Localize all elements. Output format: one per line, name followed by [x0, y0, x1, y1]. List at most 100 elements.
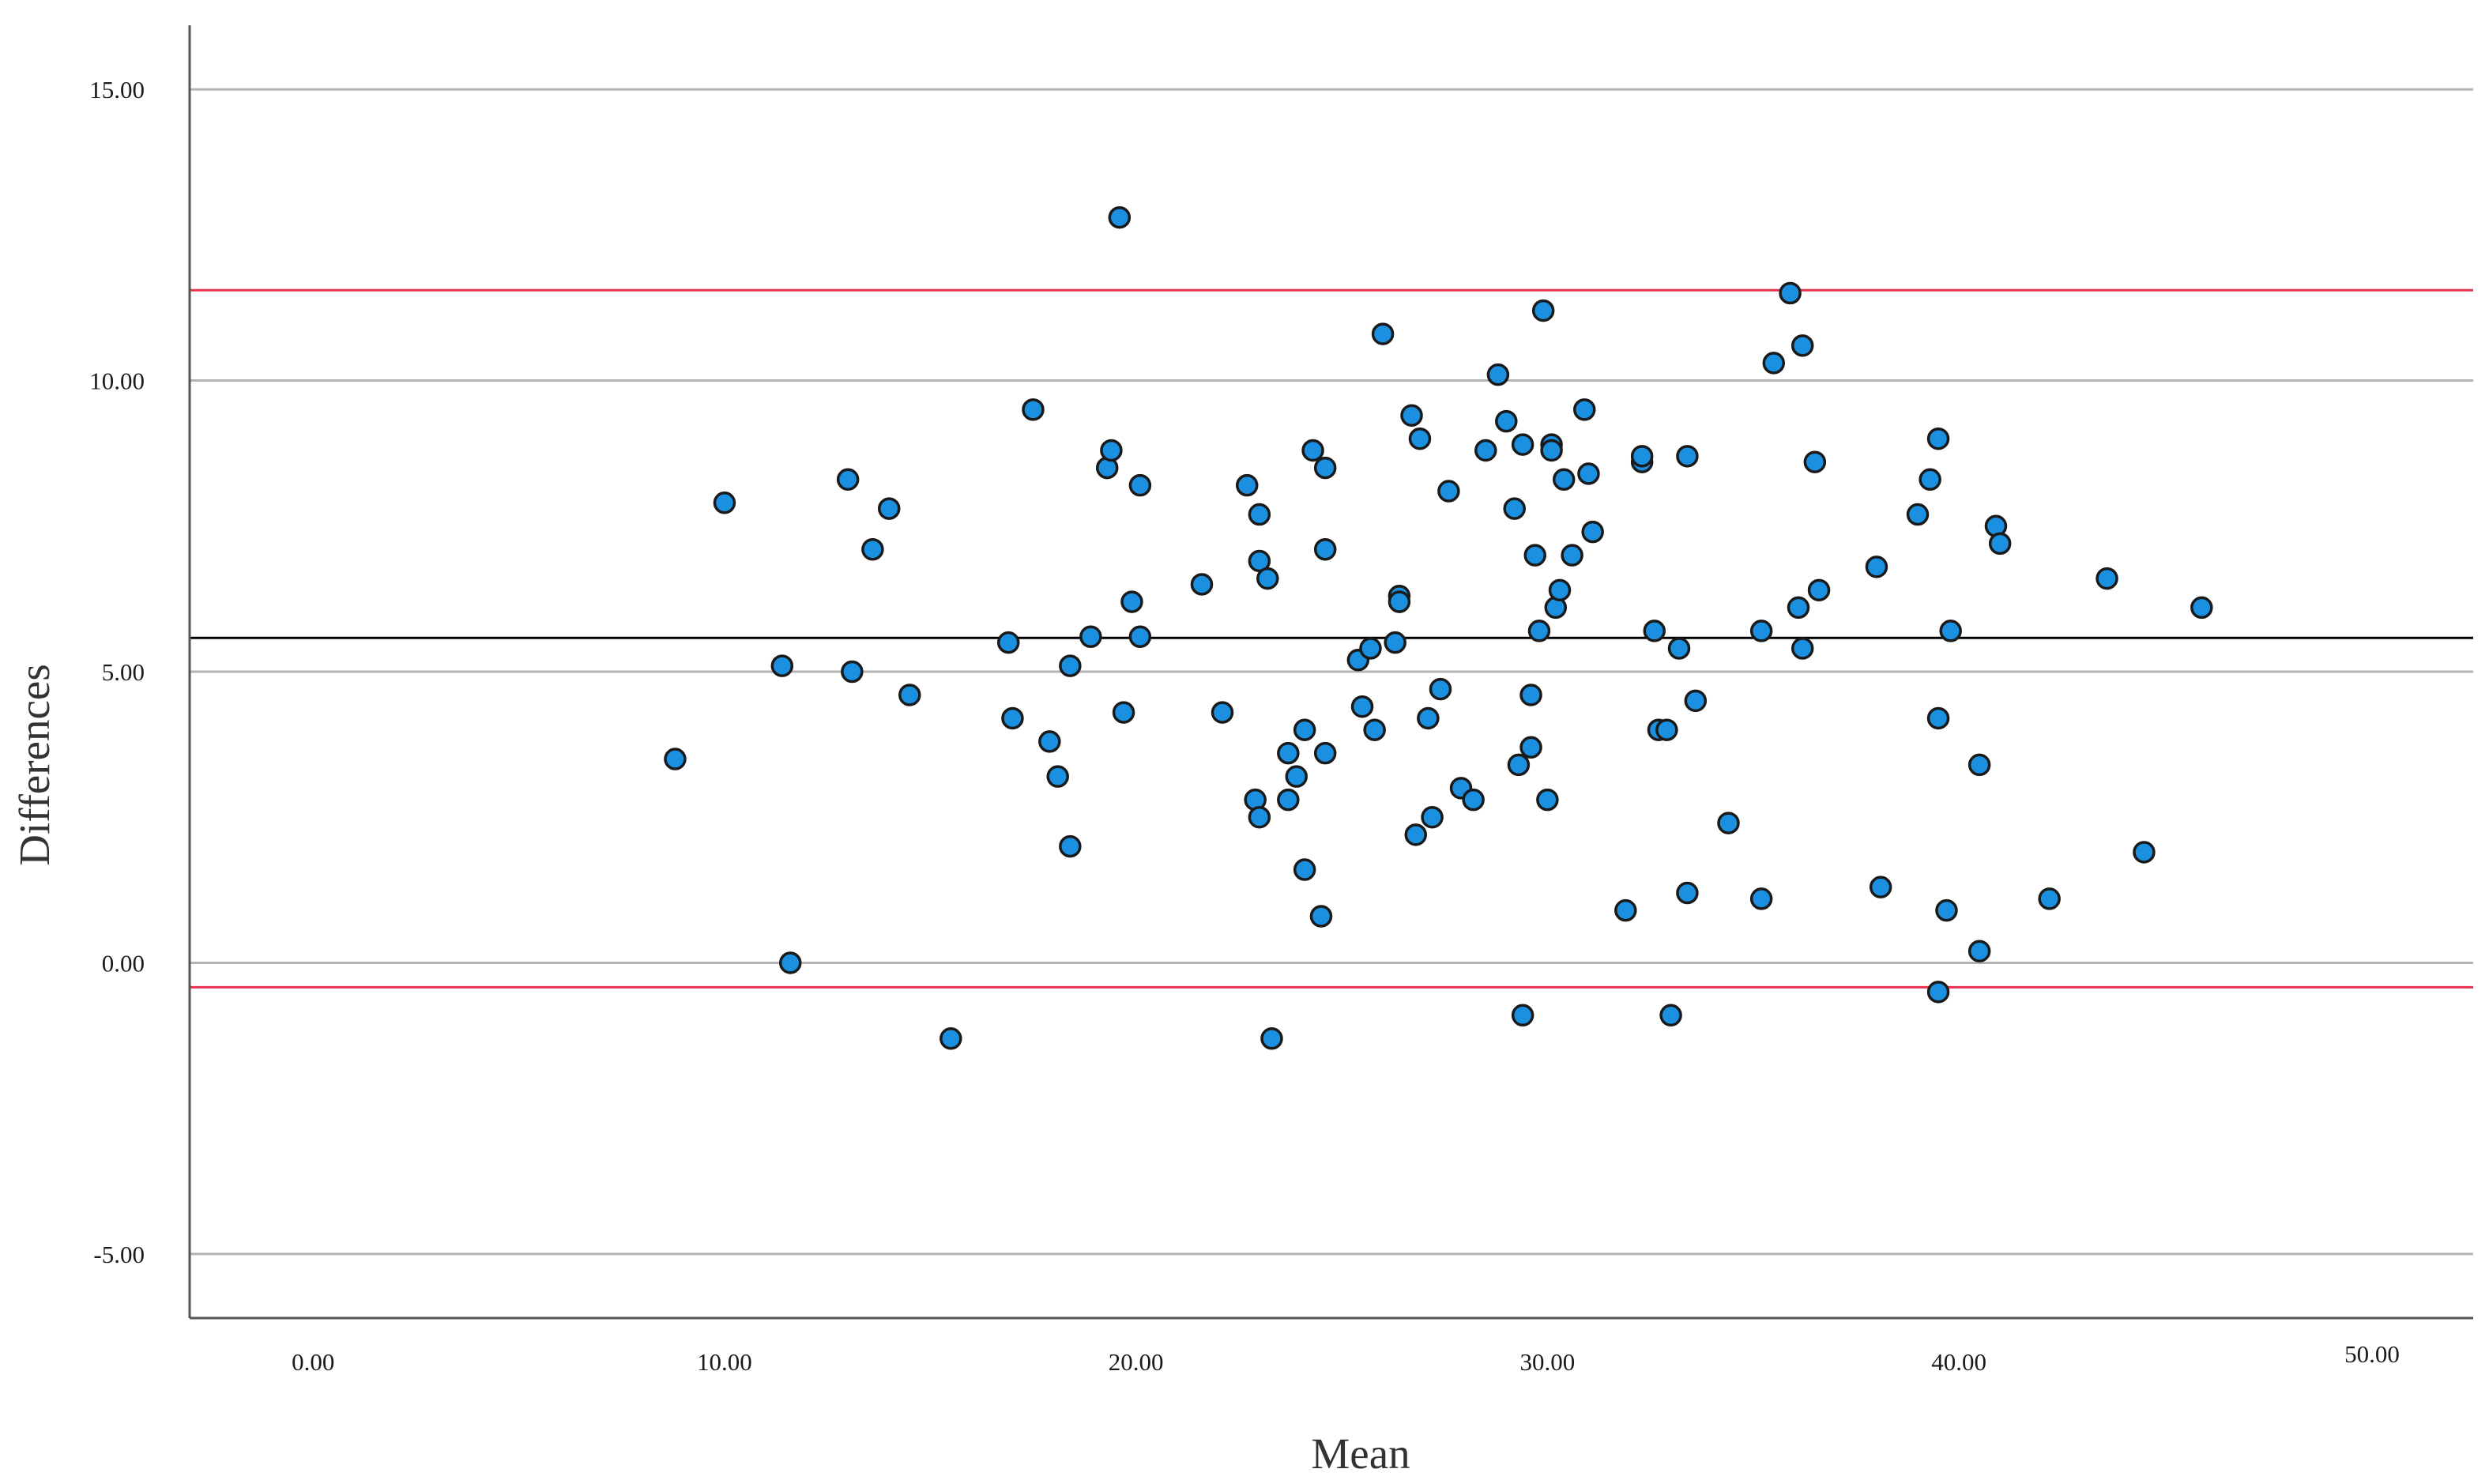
- scatter-point: [1790, 637, 1814, 660]
- scatter-point: [1581, 520, 1604, 544]
- scatter-point: [1359, 637, 1382, 660]
- scatter-point: [1561, 544, 1583, 567]
- scatter-point: [1762, 352, 1786, 375]
- scatter-point: [1779, 281, 1802, 305]
- scatter-point: [2038, 887, 2061, 910]
- scatter-point: [1552, 468, 1576, 492]
- y-tick-label: -5.00: [93, 1241, 145, 1268]
- scatter-point: [1548, 578, 1572, 602]
- scatter-point: [1059, 834, 1082, 858]
- scatter-point: [1749, 887, 1773, 910]
- scatter-point: [877, 497, 901, 520]
- scatter-point: [1519, 736, 1542, 759]
- y-tick-label: 5.00: [102, 658, 145, 686]
- scatter-point: [1293, 858, 1316, 881]
- scatter-point: [1260, 1027, 1283, 1050]
- scatter-point: [1869, 876, 1892, 898]
- data-points: [664, 205, 2213, 1050]
- scatter-point: [1676, 881, 1699, 905]
- scatter-point: [1128, 625, 1152, 649]
- y-axis-title: Differences: [10, 664, 58, 866]
- scatter-point: [1277, 788, 1300, 812]
- scatter-point: [1926, 981, 1950, 1004]
- scatter-point: [1001, 706, 1024, 730]
- scatter-point: [1523, 544, 1547, 567]
- reference-lines: [190, 288, 2473, 989]
- scatter-point: [1926, 706, 1950, 730]
- scatter-point: [1572, 398, 1596, 421]
- scatter-point: [1417, 706, 1440, 730]
- scatter-point: [1495, 409, 1518, 433]
- scatter-point: [1749, 620, 1773, 642]
- scatter-point: [1935, 898, 1958, 922]
- scatter-point: [1313, 741, 1337, 765]
- scatter-point: [1277, 741, 1300, 765]
- scatter-point: [1865, 556, 1888, 578]
- scatter-point: [1540, 439, 1563, 462]
- scatter-point: [1108, 205, 1132, 229]
- scatter-point: [1967, 753, 1991, 777]
- y-tick-label: 15.00: [89, 76, 145, 104]
- scatter-point: [1371, 322, 1395, 345]
- scatter-point: [1384, 631, 1406, 654]
- scatter-point: [1059, 654, 1082, 677]
- scatter-point: [1906, 503, 1930, 526]
- scatter-point: [1577, 462, 1600, 485]
- scatter-point: [1437, 480, 1460, 503]
- scatter-point: [1967, 940, 1991, 962]
- scatter-point: [2190, 596, 2213, 620]
- scatter-point: [713, 492, 736, 514]
- scatter-point: [1285, 765, 1308, 788]
- scatter-point: [1486, 363, 1510, 386]
- scatter-point: [1527, 620, 1551, 642]
- scatter-point: [861, 537, 884, 561]
- scatter-point: [1079, 625, 1102, 649]
- scatter-point: [1919, 468, 1941, 492]
- scatter-point: [1211, 701, 1234, 724]
- scatter-point: [1038, 730, 1061, 753]
- scatter-point: [1790, 334, 1814, 357]
- scatter-point: [1293, 718, 1316, 741]
- scatter-point: [1643, 620, 1666, 642]
- scatter-point: [1350, 695, 1374, 718]
- scatter-point: [1536, 788, 1559, 812]
- scatter-point: [1404, 823, 1427, 846]
- scatter-point: [1474, 439, 1497, 462]
- scatter-point: [1400, 404, 1423, 427]
- scatter-point: [664, 748, 687, 770]
- y-tick-label: 0.00: [102, 949, 145, 977]
- scatter-point: [1503, 497, 1526, 520]
- scatter-point: [1236, 473, 1259, 497]
- gridlines: [190, 88, 2473, 1256]
- scatter-point: [1256, 567, 1279, 590]
- scatter-point: [1926, 427, 1950, 450]
- scatter-point: [1112, 701, 1135, 724]
- scatter-point: [1676, 445, 1699, 468]
- scatter-point: [1807, 578, 1831, 602]
- scatter-point: [1803, 450, 1827, 473]
- scatter-point: [1519, 684, 1542, 706]
- scatter-point: [1363, 718, 1386, 741]
- scatter-point: [939, 1027, 962, 1050]
- scatter-point: [1120, 590, 1143, 613]
- scatter-point: [1190, 573, 1214, 596]
- x-axis-title: Mean: [1311, 1429, 1410, 1478]
- scatter-point: [1248, 503, 1271, 526]
- scatter-point: [836, 468, 860, 492]
- scatter-point: [1388, 590, 1411, 613]
- scatter-point: [841, 660, 864, 684]
- scatter-point: [1717, 812, 1740, 834]
- scatter-point: [996, 631, 1020, 654]
- scatter-point: [779, 951, 802, 974]
- scatter-point: [1313, 537, 1337, 561]
- scatter-point: [1100, 439, 1123, 462]
- scatter-point: [1511, 1004, 1534, 1027]
- scatter-point: [898, 684, 921, 706]
- scatter-point: [1667, 637, 1691, 660]
- scatter-point: [2096, 567, 2118, 590]
- scatter-point: [1309, 905, 1333, 928]
- x-tick-label: 30.00: [1520, 1348, 1576, 1376]
- tick-labels: -5.00 0.00 5.00 10.00 15.00 0.00 10.00 20.00 30.…: [89, 76, 2400, 1376]
- scatter-point: [1939, 620, 1962, 642]
